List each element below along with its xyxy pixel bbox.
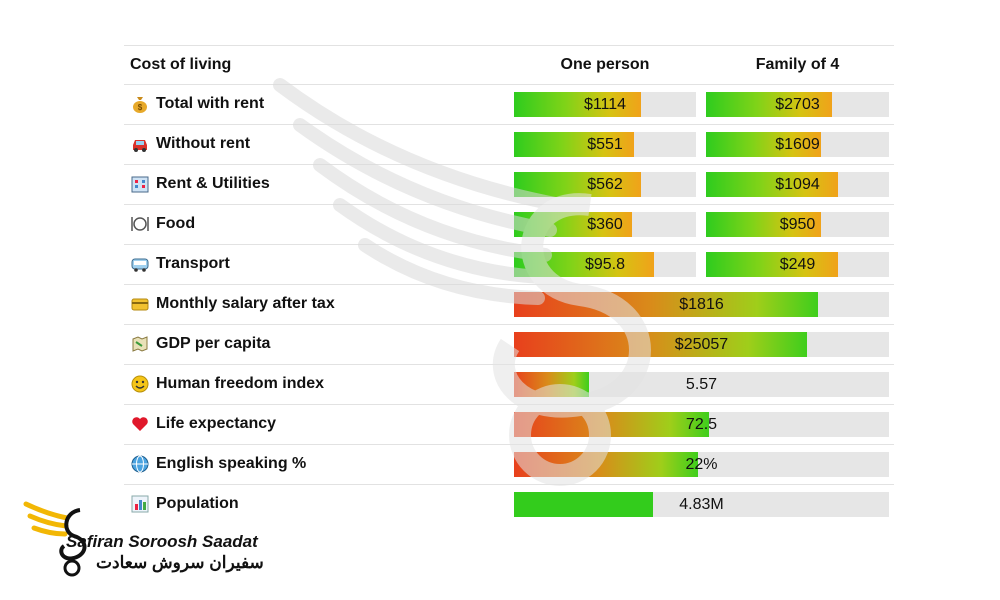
family-bar: $2703 — [706, 92, 889, 117]
header-family-of-4: Family of 4 — [755, 56, 840, 73]
row-label-cell: Life expectancy — [130, 414, 276, 434]
bar-fill — [706, 212, 822, 237]
indicator-bar: 22% — [514, 452, 889, 477]
table-header: Cost of living One person Family of 4 — [124, 45, 894, 84]
bar-fill — [706, 92, 833, 117]
indicator-bar: 5.57 — [514, 372, 889, 397]
family-bar: $1094 — [706, 172, 889, 197]
indicator-bar: 4.83M — [514, 492, 889, 517]
table-row: Rent & Utilities $562 $1094 — [124, 164, 894, 204]
smile-icon — [130, 374, 150, 394]
row-label: Human freedom index — [156, 375, 325, 392]
row-label: Food — [156, 215, 196, 232]
header-one-person: One person — [560, 56, 650, 73]
row-label-cell: Without rent — [130, 134, 250, 154]
bar-fill — [706, 132, 822, 157]
table-row: Human freedom index 5.57 — [124, 364, 894, 404]
row-label: Monthly salary after tax — [156, 295, 335, 312]
table-row: Transport $95.8 $249 — [124, 244, 894, 284]
bar-fill — [706, 172, 838, 197]
row-label-cell: Food — [130, 214, 195, 234]
heart-icon — [130, 414, 150, 434]
bar-value: $2703 — [775, 96, 820, 113]
car-icon — [130, 134, 150, 154]
bar-chart-icon — [130, 494, 150, 514]
bar-fill — [514, 492, 653, 517]
svg-text:$: $ — [138, 103, 143, 112]
indicator-bar: $1816 — [514, 292, 889, 317]
plate-icon — [130, 214, 150, 234]
row-label: Without rent — [156, 135, 251, 152]
row-label-cell: Monthly salary after tax — [130, 294, 335, 314]
globe-icon — [130, 454, 150, 474]
row-label: Population — [156, 495, 239, 512]
table-row: GDP per capita $25057 — [124, 324, 894, 364]
map-icon — [130, 334, 150, 354]
bar-value: $1609 — [775, 136, 820, 153]
table-row: $ Total with rent $1114 $2703 — [124, 84, 894, 124]
indicator-bar: $25057 — [514, 332, 889, 357]
money-bag-icon: $ — [130, 94, 150, 114]
bar-value: $1114 — [583, 96, 627, 113]
family-bar: $950 — [706, 212, 889, 237]
table-row: English speaking % 22% — [124, 444, 894, 484]
family-bar: $249 — [706, 252, 889, 277]
bar-value: 5.57 — [685, 376, 718, 393]
row-label-cell: $ Total with rent — [130, 94, 264, 114]
apartment-icon — [130, 174, 150, 194]
row-label: GDP per capita — [156, 335, 271, 352]
row-label-cell: Rent & Utilities — [130, 174, 270, 194]
row-label: English speaking % — [156, 455, 307, 472]
bar-value: 72.5 — [685, 416, 718, 433]
table-row: Life expectancy 72.5 — [124, 404, 894, 444]
table-row: Without rent $551 $1609 — [124, 124, 894, 164]
one-person-bar: $562 — [514, 172, 696, 197]
header-label: Cost of living — [130, 56, 232, 73]
bar-value: $360 — [587, 216, 623, 233]
row-label: Rent & Utilities — [156, 175, 270, 192]
brand-logo — [23, 501, 87, 577]
row-label: Total with rent — [156, 95, 265, 112]
one-person-bar: $360 — [514, 212, 696, 237]
row-label: Life expectancy — [156, 415, 277, 432]
bus-icon — [130, 254, 150, 274]
credit-card-icon — [130, 294, 150, 314]
bar-value: $95.8 — [584, 256, 626, 273]
row-label-cell: Human freedom index — [130, 374, 324, 394]
bar-fill — [706, 252, 838, 277]
bar-value: $25057 — [674, 336, 729, 353]
brand-name-fa: سفیران سروش سعادت — [96, 553, 264, 572]
bar-value: $950 — [779, 216, 816, 233]
bar-value: $551 — [587, 136, 623, 153]
cost-of-living-table: Cost of living One person Family of 4 $ T… — [124, 45, 894, 524]
one-person-bar: $1114 — [514, 92, 696, 117]
table-row: Food $360 $950 — [124, 204, 894, 244]
bar-value: $562 — [587, 176, 623, 193]
bar-value: $249 — [779, 256, 816, 273]
brand-name-en: Safiran Soroosh Saadat — [66, 532, 258, 551]
bar-value: 22% — [685, 456, 718, 473]
bar-value: 4.83M — [679, 496, 724, 513]
one-person-bar: $551 — [514, 132, 696, 157]
family-bar: $1609 — [706, 132, 889, 157]
indicator-bar: 72.5 — [514, 412, 889, 437]
row-label-cell: Transport — [130, 254, 230, 274]
table-row: Monthly salary after tax $1816 — [124, 284, 894, 324]
row-label-cell: Population — [130, 494, 239, 514]
row-label: Transport — [156, 255, 230, 272]
row-label-cell: GDP per capita — [130, 334, 270, 354]
bar-value: $1816 — [679, 296, 724, 313]
one-person-bar: $95.8 — [514, 252, 696, 277]
bar-value: $1094 — [775, 176, 820, 193]
row-label-cell: English speaking % — [130, 454, 306, 474]
